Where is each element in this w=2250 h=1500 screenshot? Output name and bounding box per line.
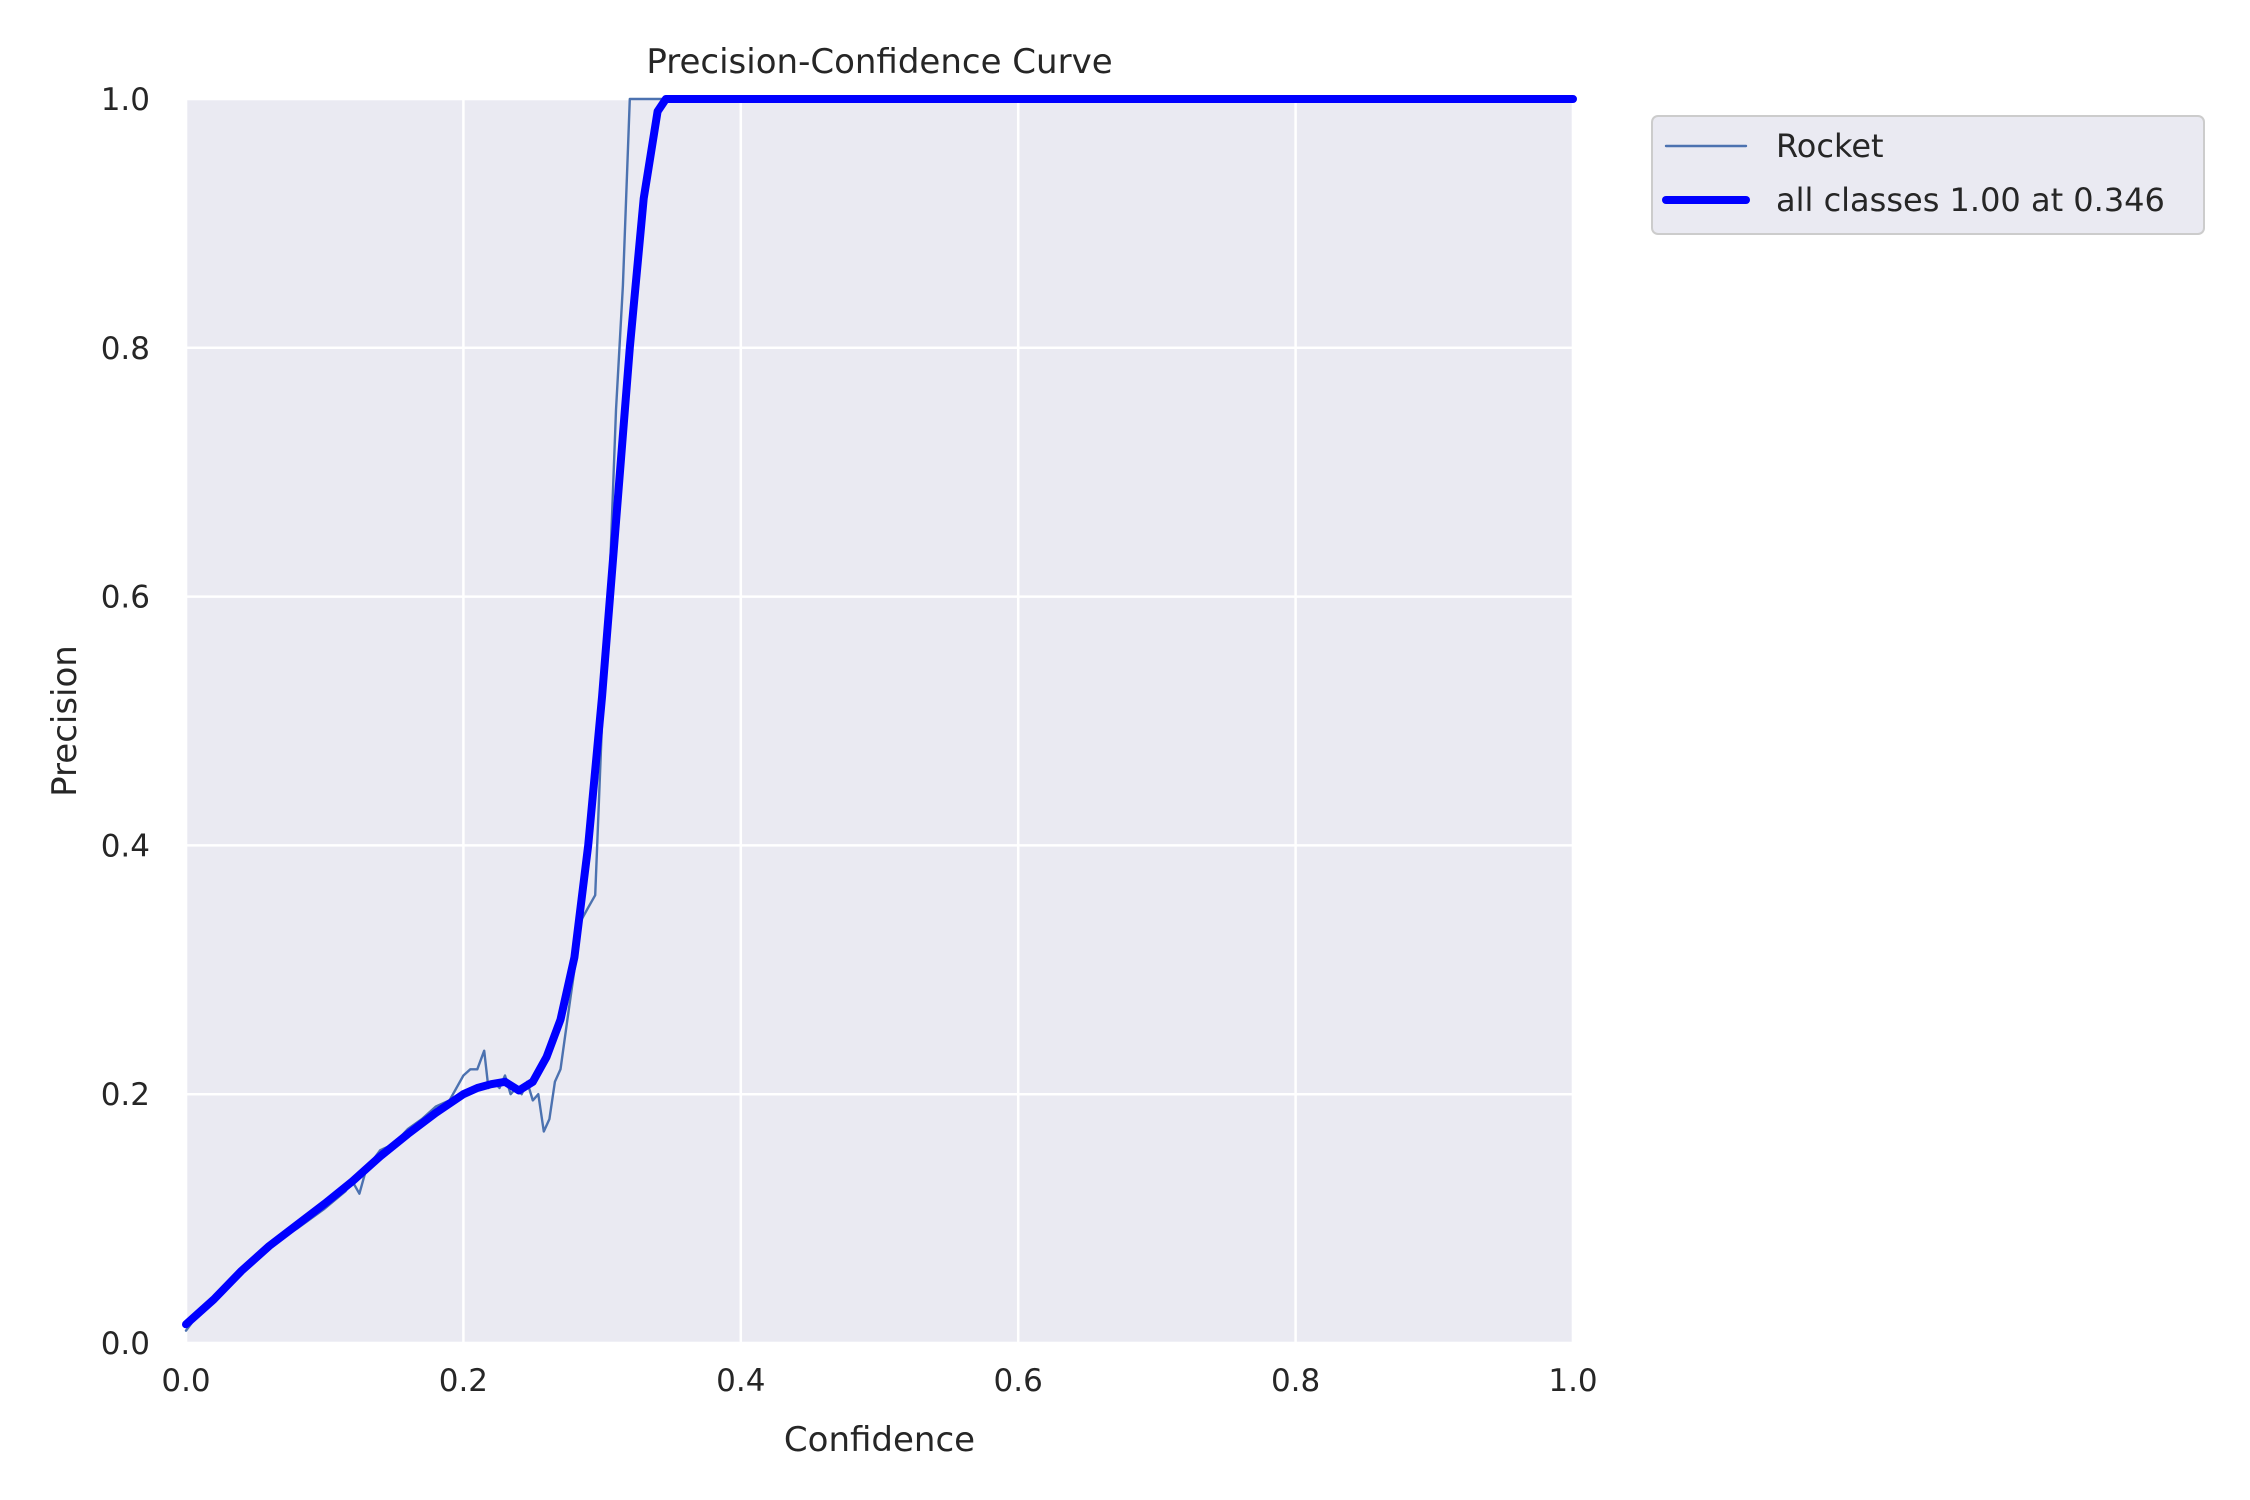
y-tick-label: 0.0 bbox=[101, 1326, 150, 1362]
y-tick-label: 0.2 bbox=[101, 1077, 150, 1113]
y-tick-label: 0.8 bbox=[101, 331, 150, 367]
legend-label-rocket: Rocket bbox=[1776, 127, 1884, 165]
series-line-rocket bbox=[184, 97, 1575, 1332]
x-tick-labels: 0.0 0.2 0.4 0.6 0.8 1.0 bbox=[161, 1363, 1597, 1399]
legend-box bbox=[1651, 115, 2205, 235]
legend-label-all-classes: all classes 1.00 at 0.346 bbox=[1776, 181, 2165, 219]
y-tick-labels: 0.0 0.2 0.4 0.6 0.8 1.0 bbox=[101, 82, 150, 1362]
legend: Rocket all classes 1.00 at 0.346 bbox=[1651, 115, 2205, 235]
chart-title: Precision-Confidence Curve bbox=[646, 42, 1112, 82]
x-tick-label: 1.0 bbox=[1548, 1363, 1597, 1399]
x-tick-label: 0.8 bbox=[1271, 1363, 1320, 1399]
x-axis-label: Confidence bbox=[784, 1420, 975, 1460]
y-axis-label: Precision bbox=[45, 645, 85, 797]
plot-background bbox=[186, 99, 1573, 1343]
x-tick-label: 0.2 bbox=[439, 1363, 488, 1399]
y-tick-label: 1.0 bbox=[101, 82, 150, 118]
y-tick-label: 0.4 bbox=[101, 828, 150, 864]
grid-lines bbox=[184, 97, 1575, 1345]
x-tick-label: 0.0 bbox=[161, 1363, 210, 1399]
y-tick-label: 0.6 bbox=[101, 580, 150, 616]
series-layer bbox=[182, 95, 1577, 1332]
x-tick-label: 0.4 bbox=[716, 1363, 765, 1399]
series-line-all-classes bbox=[182, 95, 1577, 1329]
x-tick-label: 0.6 bbox=[994, 1363, 1043, 1399]
